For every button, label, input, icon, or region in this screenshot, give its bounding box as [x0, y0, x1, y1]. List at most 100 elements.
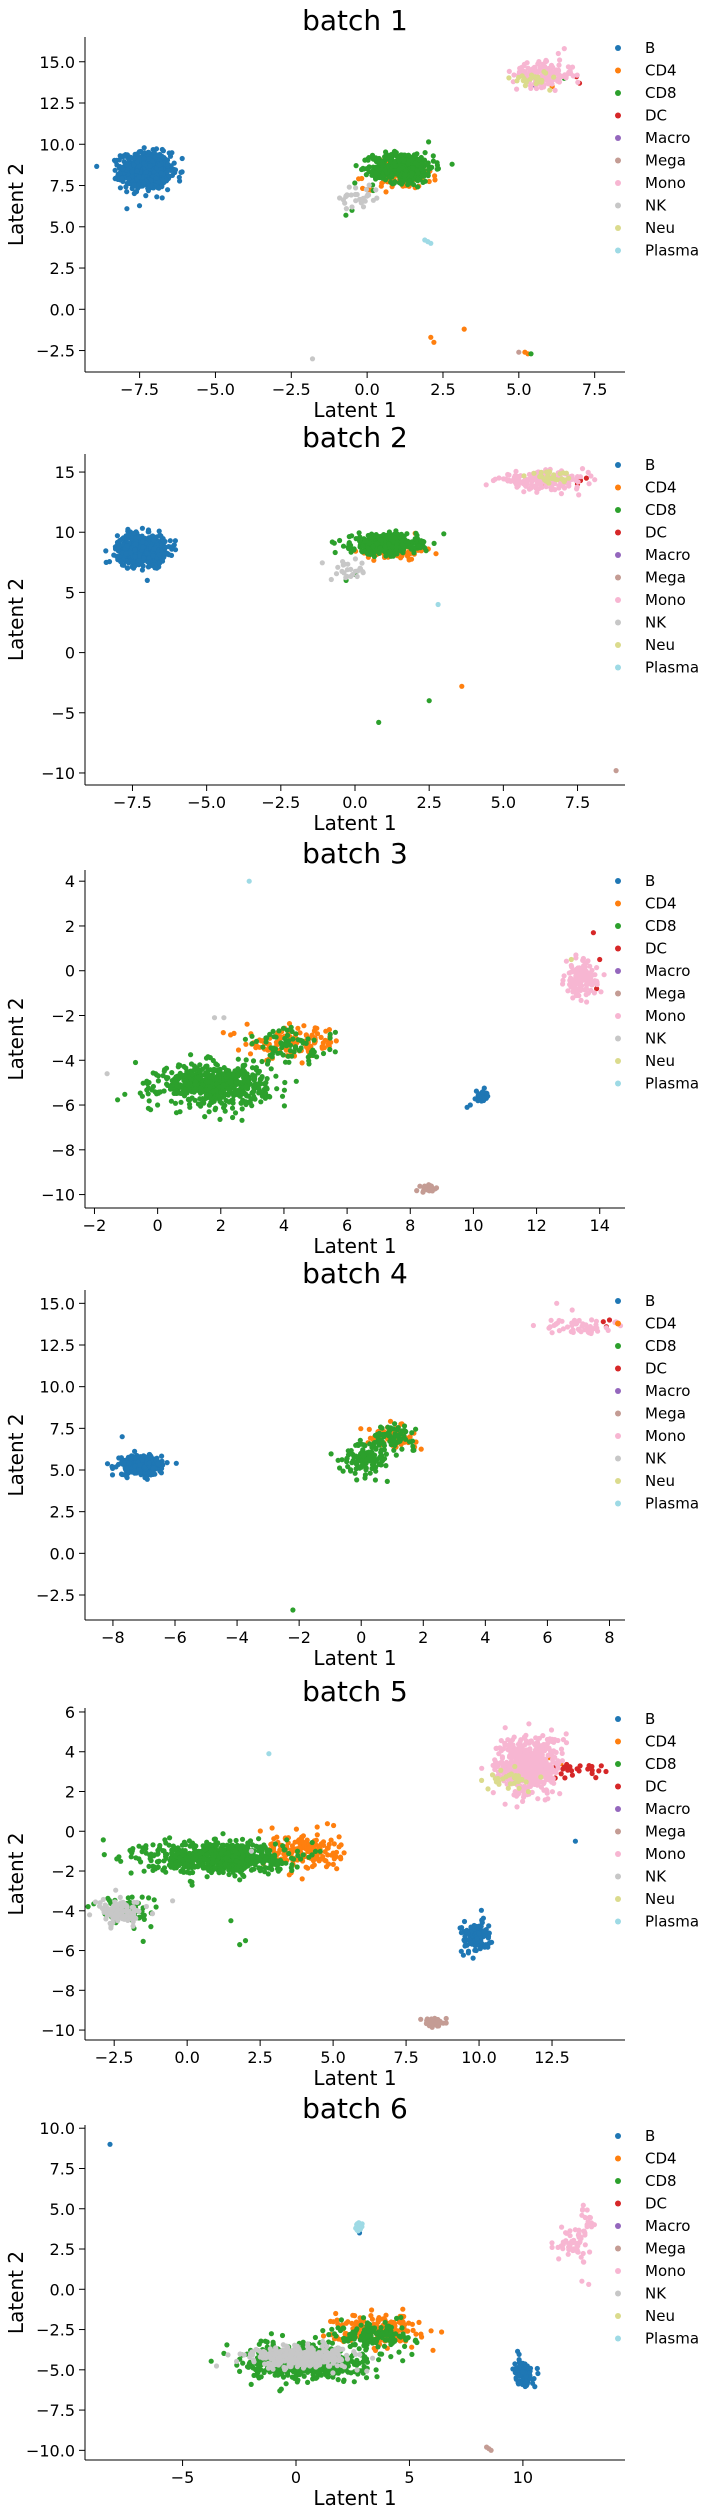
point-mono — [572, 977, 579, 983]
point-nk — [366, 182, 372, 188]
point-cd4 — [432, 173, 438, 179]
point-b — [123, 184, 129, 190]
point-b — [472, 1096, 478, 1102]
point-cd8 — [195, 1074, 201, 1081]
point-mono — [574, 72, 580, 78]
x-axis-label: Latent 1 — [313, 811, 396, 835]
point-mono — [506, 68, 512, 74]
series-neu — [568, 956, 574, 963]
y-tick-label: 5.0 — [50, 218, 75, 237]
point-b — [165, 187, 171, 193]
point-cd8 — [146, 1079, 152, 1086]
legend-marker-cd4 — [615, 900, 621, 907]
point-mono — [561, 46, 567, 52]
point-mono — [534, 489, 540, 495]
point-mono — [563, 958, 570, 964]
point-cd4 — [319, 1044, 325, 1050]
point-cd4 — [295, 1025, 301, 1031]
point-b — [128, 1455, 134, 1462]
point-cd8 — [327, 1031, 333, 1037]
point-cd8 — [232, 1090, 238, 1096]
point-b — [143, 193, 149, 199]
y-tick-label: −5 — [51, 704, 75, 723]
point-b — [124, 162, 130, 168]
point-b — [474, 1936, 480, 1942]
legend-label-dc: DC — [645, 1360, 667, 1378]
point-b — [482, 1095, 488, 1101]
legend-marker-dc — [615, 112, 621, 119]
point-cd8 — [202, 1114, 208, 1120]
point-b — [120, 166, 126, 172]
y-tick-label: 15.0 — [39, 53, 75, 72]
point-cd8 — [284, 1027, 290, 1033]
point-cd8 — [388, 159, 394, 165]
point-mono — [571, 968, 577, 974]
point-cd8 — [289, 1053, 295, 1059]
point-b — [136, 149, 142, 155]
point-mono — [496, 475, 502, 481]
y-tick-label: 15 — [55, 463, 75, 482]
point-b — [480, 1089, 486, 1095]
point-cd8 — [243, 1057, 249, 1063]
point-nk — [348, 566, 354, 573]
point-cd8 — [401, 544, 407, 550]
chart-panel-3: batch 3−2 0 2 4 6 8 10 12 14−10−8−6−4−2024Latent… — [4, 837, 699, 1258]
point-cd8 — [206, 1079, 213, 1085]
x-tick-label: 5.0 — [506, 380, 531, 399]
point-b — [165, 161, 171, 167]
point-mono — [546, 1325, 552, 1331]
point-mono — [547, 79, 554, 85]
x-axis-label: Latent 1 — [313, 1234, 396, 1258]
point-cd8 — [425, 173, 431, 179]
point-mono — [570, 995, 576, 1001]
point-cd8 — [232, 1110, 239, 1116]
point-dc — [597, 956, 603, 963]
point-cd8 — [435, 166, 441, 172]
y-tick-label: 12.5 — [39, 94, 75, 113]
point-mega — [613, 768, 619, 774]
x-tick-label: 0.0 — [342, 793, 367, 812]
point-b — [157, 532, 163, 538]
point-cd8 — [281, 1103, 287, 1109]
point-cd8 — [377, 545, 383, 551]
point-b — [167, 538, 173, 544]
point-b — [125, 526, 131, 532]
point-cd4 — [431, 339, 437, 345]
point-cd4 — [301, 1023, 307, 1029]
series-b — [94, 145, 185, 212]
point-cd8 — [405, 161, 411, 167]
y-tick-label: 2 — [65, 917, 75, 936]
point-cd8 — [293, 1078, 299, 1084]
point-cd8 — [173, 1110, 180, 1116]
point-mono — [593, 1322, 599, 1328]
point-dc — [600, 1319, 606, 1325]
point-cd8 — [415, 184, 421, 190]
point-dc — [583, 475, 590, 481]
point-neu — [523, 79, 529, 85]
point-cd8 — [367, 1470, 373, 1476]
legend-marker-plasma — [615, 1500, 621, 1507]
chart-panel-5: batch 5−2.5 0.0 2.5 5.0 7.5 10.0 12.5−10−8−6−4… — [4, 1675, 699, 2090]
point-neu — [546, 480, 552, 486]
point-cd8 — [335, 1457, 341, 1463]
point-mono — [569, 984, 575, 991]
y-axis-label: Latent 2 — [4, 163, 28, 246]
point-b — [109, 1472, 116, 1478]
series-nk — [319, 556, 366, 583]
point-b — [139, 567, 145, 573]
chart-title: batch 5 — [302, 1675, 408, 1708]
point-cd8 — [340, 1468, 346, 1474]
point-b — [160, 148, 166, 154]
point-b — [140, 544, 146, 551]
point-cd8 — [242, 1091, 249, 1097]
point-b — [157, 560, 163, 566]
point-cd8 — [177, 1062, 183, 1068]
point-b — [121, 1460, 127, 1466]
point-mono — [533, 85, 540, 92]
point-cd8 — [204, 1063, 210, 1069]
point-mono — [567, 68, 573, 74]
point-cd8 — [173, 1074, 179, 1080]
x-tick-label: −6 — [163, 1628, 187, 1647]
point-mono — [546, 65, 552, 71]
